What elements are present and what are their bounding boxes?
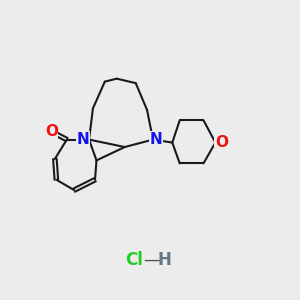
Text: Cl: Cl bbox=[125, 251, 142, 269]
Text: N: N bbox=[76, 132, 89, 147]
Text: N: N bbox=[150, 132, 162, 147]
Text: O: O bbox=[45, 124, 58, 139]
Text: —: — bbox=[143, 251, 160, 269]
Text: O: O bbox=[215, 135, 228, 150]
Text: H: H bbox=[158, 251, 172, 269]
